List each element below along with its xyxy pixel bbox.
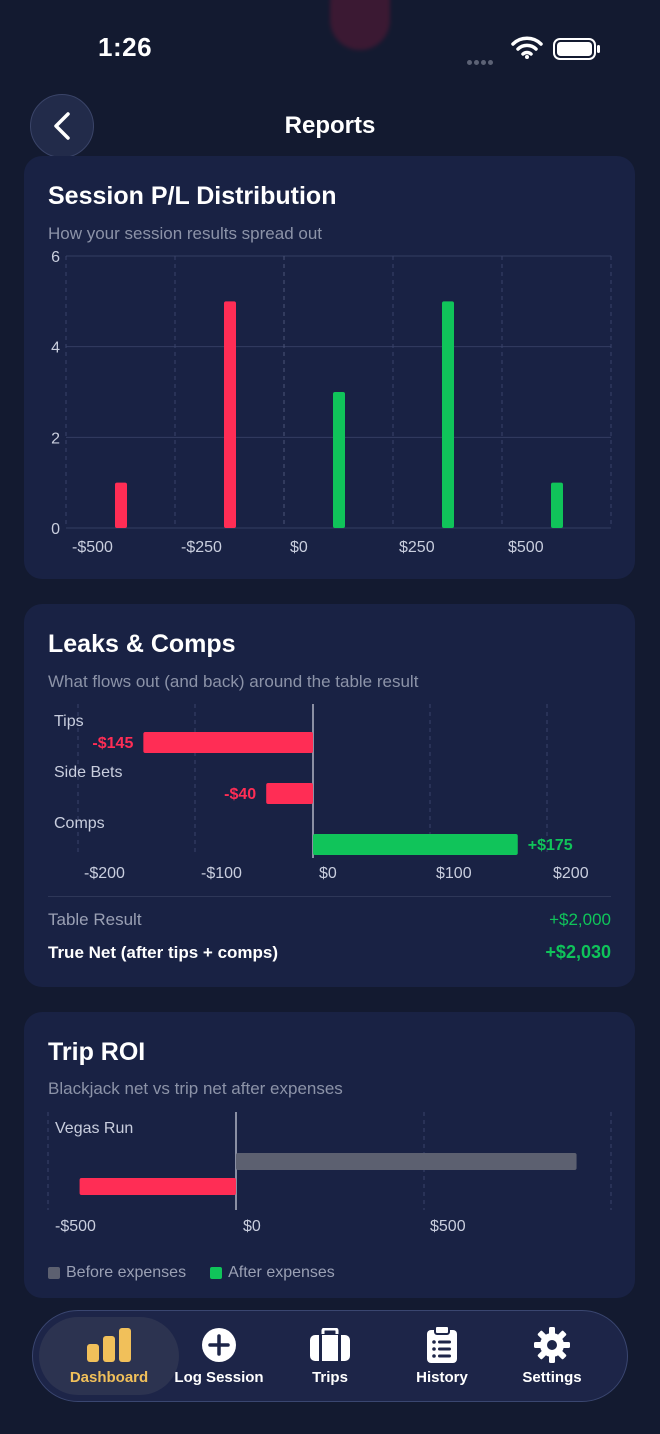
y-tick-label: 0 — [51, 521, 60, 538]
tab-history-label: History — [416, 1369, 468, 1386]
roi-card: Trip ROI Blackjack net vs trip net after… — [24, 1012, 635, 1298]
leaks-subtitle: What flows out (and back) around the tab… — [48, 672, 419, 691]
tab-log-session[interactable]: Log Session — [164, 1311, 274, 1401]
histogram-bar — [115, 482, 127, 528]
x-tick-label: -$200 — [84, 865, 125, 882]
cellular-signal-icon — [467, 52, 495, 70]
tab-bar: Dashboard Log Session Trips — [32, 1310, 628, 1402]
leak-bar — [143, 732, 313, 753]
tab-trips-label: Trips — [312, 1369, 348, 1386]
divider — [48, 896, 611, 897]
x-tick-label: $250 — [399, 539, 435, 556]
bar-value-label: -$145 — [92, 735, 133, 752]
tab-dashboard[interactable]: Dashboard — [54, 1311, 164, 1401]
nav-header: Reports — [0, 94, 660, 160]
legend-label-after: After expenses — [228, 1264, 335, 1281]
roi-legend: Before expenses After expenses — [48, 1264, 335, 1282]
roi-chart: Vegas Run -$500 $0 $500 — [47, 1112, 612, 1235]
tab-history[interactable]: History — [387, 1311, 497, 1401]
histogram-bar — [333, 392, 345, 528]
roi-bar — [79, 1178, 236, 1195]
x-tick-label: -$500 — [72, 539, 113, 556]
x-tick-label: -$100 — [201, 865, 242, 882]
histogram-bar — [551, 482, 563, 528]
x-tick-label: $0 — [319, 865, 337, 882]
clipboard-icon — [427, 1326, 457, 1363]
x-tick-label: $500 — [430, 1218, 466, 1235]
histogram-bar — [224, 301, 236, 528]
x-tick-label: $0 — [243, 1218, 261, 1235]
x-tick-label: -$500 — [55, 1218, 96, 1235]
true-net-value: +$2,030 — [545, 942, 611, 962]
legend-label-before: Before expenses — [66, 1264, 187, 1281]
roi-subtitle: Blackjack net vs trip net after expenses — [48, 1079, 343, 1098]
distribution-card: Session P/L Distribution How your sessio… — [24, 156, 635, 579]
leak-bar — [266, 783, 313, 804]
y-tick-label: 2 — [51, 430, 60, 447]
x-tick-label: $0 — [290, 539, 308, 556]
legend-item-before: Before expenses — [48, 1264, 186, 1282]
row-label: Side Bets — [54, 764, 122, 781]
y-tick-label: 4 — [51, 340, 60, 357]
leaks-title: Leaks & Comps — [48, 630, 236, 658]
tab-trips[interactable]: Trips — [275, 1311, 385, 1401]
plus-circle-icon — [202, 1328, 236, 1362]
row-label: Tips — [54, 713, 84, 730]
roi-bar — [236, 1153, 577, 1170]
gear-icon — [534, 1327, 570, 1363]
bar-value-label: -$40 — [224, 786, 256, 803]
table-result-label: Table Result — [48, 910, 142, 929]
background-ghost — [0, 0, 660, 160]
legend-item-after: After expenses — [210, 1264, 335, 1282]
back-button[interactable] — [30, 94, 94, 158]
briefcase-icon — [310, 1328, 350, 1361]
table-result-value: +$2,000 — [549, 910, 611, 929]
leaks-chart: -$200 -$100 $0 $100 $200 Tips -$145 Side Bets -$… — [54, 704, 589, 882]
status-time: 1:26 — [98, 32, 153, 62]
roi-title: Trip ROI — [48, 1038, 146, 1066]
leaks-card: Leaks & Comps What flows out (and back) … — [24, 604, 635, 987]
chevron-left-icon — [54, 112, 70, 140]
x-tick-label: $100 — [436, 865, 472, 882]
x-tick-label: -$250 — [181, 539, 222, 556]
tab-settings[interactable]: Settings — [497, 1311, 607, 1401]
status-bar: 1:26 — [0, 0, 660, 96]
wifi-icon — [511, 36, 543, 59]
tab-log-session-label: Log Session — [174, 1369, 264, 1386]
leak-bar — [313, 834, 518, 855]
distribution-subtitle: How your session results spread out — [48, 224, 323, 243]
distribution-chart: 0 2 4 6 -$500 -$250 $0 $250 $500 — [51, 249, 612, 556]
distribution-title: Session P/L Distribution — [48, 182, 337, 210]
battery-icon — [553, 38, 600, 60]
x-tick-label: $200 — [553, 865, 589, 882]
bar-chart-icon — [87, 1328, 131, 1362]
x-tick-label: $500 — [508, 539, 544, 556]
row-label: Comps — [54, 815, 105, 832]
y-tick-label: 6 — [51, 249, 60, 266]
row-label: Vegas Run — [55, 1120, 133, 1137]
tab-dashboard-label: Dashboard — [69, 1369, 149, 1386]
bar-value-label: +$175 — [528, 837, 573, 854]
true-net-label: True Net (after tips + comps) — [48, 943, 279, 962]
ghost-blob — [330, 0, 390, 50]
tab-settings-label: Settings — [522, 1369, 582, 1386]
page-title: Reports — [284, 112, 376, 139]
histogram-bar — [442, 301, 454, 528]
